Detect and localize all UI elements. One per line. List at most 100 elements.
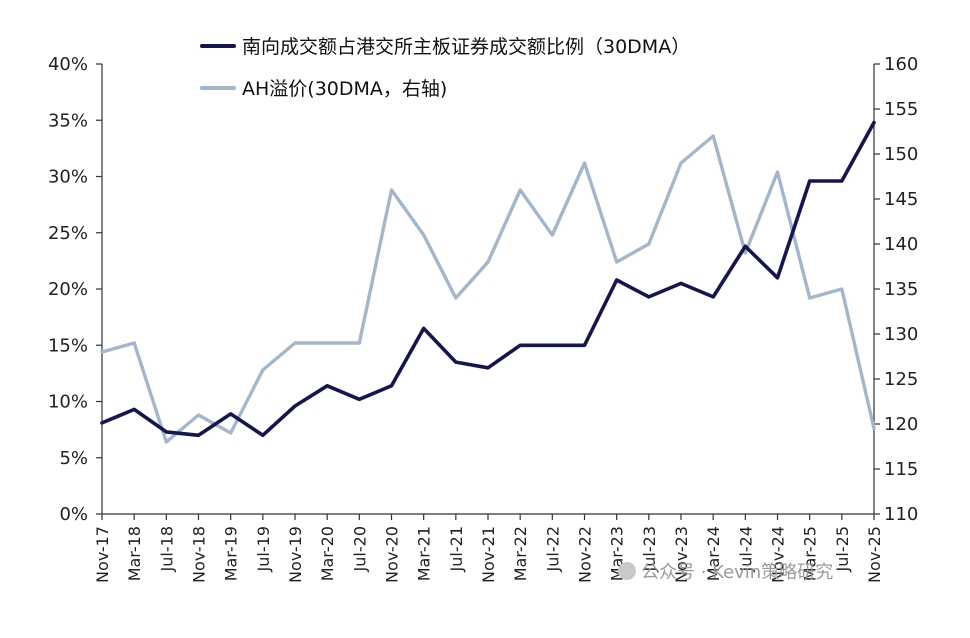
ah-premium-point bbox=[615, 260, 619, 264]
southbound-point bbox=[197, 433, 200, 437]
legend: 南向成交额占港交所主板证券成交额比例（30DMA） AH溢价(30DMA，右轴) bbox=[200, 36, 690, 100]
ah-premium-point bbox=[776, 170, 779, 174]
southbound-point bbox=[743, 244, 747, 248]
x-tick-label: Jul-22 bbox=[543, 526, 562, 572]
series-layer bbox=[100, 120, 876, 444]
x-tick-label: Nov-17 bbox=[93, 526, 112, 583]
legend-label-ah-premium: AH溢价(30DMA，右轴) bbox=[242, 78, 447, 100]
x-tick-label: Jul-19 bbox=[254, 526, 273, 572]
southbound-point bbox=[357, 397, 361, 401]
right-tick-label: 155 bbox=[884, 99, 918, 120]
x-tick-label: Mar-25 bbox=[801, 526, 820, 581]
right-tick-label: 135 bbox=[884, 279, 918, 300]
southbound-point bbox=[776, 276, 779, 280]
ah-premium-point bbox=[197, 413, 200, 417]
right-tick-label: 160 bbox=[884, 54, 918, 75]
southbound-point bbox=[840, 179, 844, 183]
southbound-point bbox=[390, 384, 393, 388]
left-tick-label: 25% bbox=[48, 223, 88, 244]
left-tick-label: 40% bbox=[48, 54, 88, 75]
right-tick-label: 145 bbox=[884, 189, 918, 210]
x-tick-label: Jul-21 bbox=[447, 526, 466, 572]
right-tick-label: 120 bbox=[884, 414, 918, 435]
x-tick-label: Mar-22 bbox=[511, 526, 530, 581]
southbound-point bbox=[518, 343, 522, 347]
left-tick-label: 20% bbox=[48, 279, 88, 300]
x-tick-label: Nov-24 bbox=[769, 526, 788, 583]
x-tick-label: Nov-23 bbox=[672, 526, 691, 583]
x-tick-label: Jul-24 bbox=[736, 526, 755, 572]
southbound-point bbox=[679, 281, 683, 285]
x-tick-label: Nov-18 bbox=[190, 526, 209, 583]
ah-premium-point bbox=[422, 233, 426, 237]
southbound-point bbox=[583, 343, 586, 347]
ah-premium-point bbox=[647, 242, 651, 246]
legend-label-southbound: 南向成交额占港交所主板证券成交额比例（30DMA） bbox=[242, 36, 690, 58]
ah-premium-point bbox=[518, 188, 522, 192]
southbound-point bbox=[422, 326, 426, 330]
southbound-point bbox=[325, 384, 329, 388]
series-line-ah-premium bbox=[100, 134, 876, 444]
southbound-point bbox=[711, 295, 715, 299]
southbound-point bbox=[261, 433, 265, 437]
x-tick-label: Mar-18 bbox=[125, 526, 144, 581]
ah-premium-point bbox=[261, 368, 265, 372]
series-line-southbound bbox=[100, 120, 876, 438]
ah-premium-point bbox=[486, 260, 490, 264]
ah-premium-point bbox=[390, 188, 393, 192]
right-tick-label: 110 bbox=[884, 504, 918, 525]
left-tick-label: 35% bbox=[48, 110, 88, 131]
ah-premium-point bbox=[583, 161, 586, 165]
left-tick-label: 30% bbox=[48, 167, 88, 188]
x-tick-label: Mar-24 bbox=[704, 526, 723, 581]
x-tick-label: Nov-20 bbox=[383, 526, 402, 583]
southbound-point bbox=[293, 404, 297, 408]
southbound-point bbox=[229, 412, 233, 416]
ah-premium-point bbox=[100, 350, 104, 354]
ah-premium-point bbox=[132, 341, 136, 345]
southbound-point bbox=[550, 343, 554, 347]
ah-premium-point bbox=[550, 233, 554, 237]
ah-premium-point bbox=[293, 341, 297, 345]
left-axis: 0% 5% 10% 15% 20% 25% 30% 35% 40% bbox=[48, 54, 103, 525]
x-tick-label: Nov-25 bbox=[865, 526, 884, 583]
right-axis: 110 115 120 125 130 135 140 145 150 155 160 bbox=[873, 54, 918, 525]
ah-premium-point bbox=[229, 431, 233, 435]
southbound-point bbox=[454, 360, 458, 364]
watermark: 公众号 · Kevin策略研究 bbox=[618, 562, 833, 583]
x-tick-label: Jul-23 bbox=[640, 526, 659, 572]
southbound-point bbox=[486, 366, 490, 370]
right-tick-label: 130 bbox=[884, 324, 918, 345]
southbound-point bbox=[100, 421, 104, 425]
ah-premium-point bbox=[840, 287, 844, 291]
watermark-text: 公众号 · Kevin策略研究 bbox=[641, 562, 833, 583]
x-tick-label: Nov-21 bbox=[479, 526, 498, 583]
ah-premium-point bbox=[325, 341, 329, 345]
ah-premium-point bbox=[679, 161, 683, 165]
right-tick-label: 115 bbox=[884, 459, 918, 480]
ah-premium-point bbox=[808, 296, 812, 300]
ah-premium-point bbox=[711, 134, 715, 138]
left-tick-label: 15% bbox=[48, 335, 88, 356]
watermark-icon bbox=[618, 562, 636, 580]
right-tick-label: 125 bbox=[884, 369, 918, 390]
ah-premium-point bbox=[743, 251, 747, 255]
ah-premium-point bbox=[872, 427, 876, 430]
southbound-point bbox=[132, 407, 136, 411]
southbound-point bbox=[164, 430, 168, 434]
left-tick-label: 0% bbox=[59, 504, 88, 525]
ah-premium-point bbox=[357, 341, 361, 345]
right-tick-label: 150 bbox=[884, 144, 918, 165]
left-tick-label: 10% bbox=[48, 392, 88, 413]
right-tick-label: 140 bbox=[884, 234, 918, 255]
x-tick-label: Mar-20 bbox=[318, 526, 337, 581]
southbound-point bbox=[808, 179, 812, 183]
southbound-point bbox=[872, 121, 876, 124]
x-tick-label: Jul-20 bbox=[350, 526, 369, 572]
x-axis: Nov-17 Mar-18 Jul-18 Nov-18 Mar-19 Jul-19 Nov-… bbox=[93, 513, 884, 583]
ah-premium-point bbox=[454, 296, 458, 300]
left-tick-label: 5% bbox=[59, 448, 88, 469]
x-tick-label: Jul-18 bbox=[157, 526, 176, 572]
x-tick-label: Jul-25 bbox=[833, 526, 852, 572]
